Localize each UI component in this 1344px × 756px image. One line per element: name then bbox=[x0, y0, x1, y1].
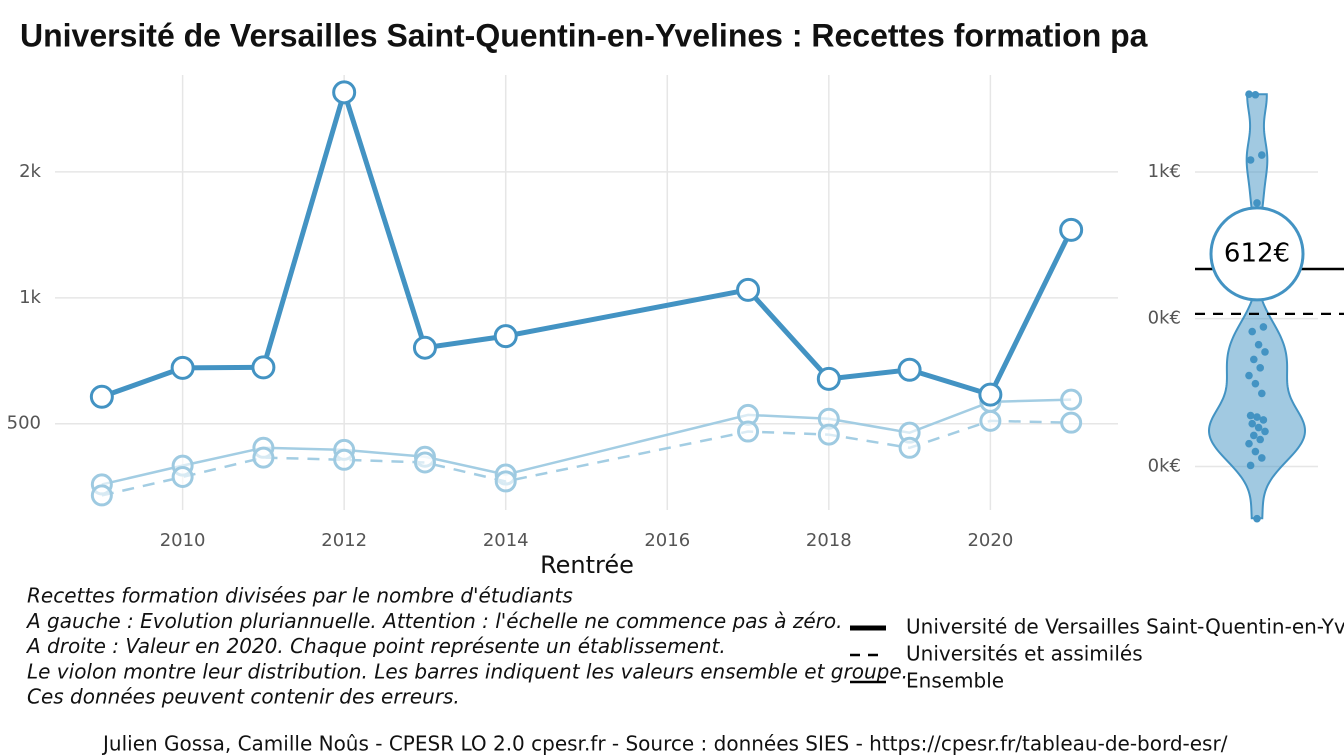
x-tick-label: 2014 bbox=[483, 530, 529, 551]
x-axis-label: Rentrée bbox=[540, 551, 634, 579]
data-point bbox=[1251, 379, 1260, 388]
note: A droite : Valeur en 2020. Chaque point … bbox=[25, 634, 726, 658]
data-point bbox=[1261, 427, 1269, 436]
data-point bbox=[1258, 151, 1266, 159]
data-point bbox=[1246, 156, 1255, 164]
data-point bbox=[1253, 413, 1261, 421]
data-point bbox=[897, 357, 922, 382]
data-point bbox=[1248, 327, 1256, 336]
data-point bbox=[1259, 416, 1268, 424]
data-point bbox=[1251, 447, 1260, 456]
data-point bbox=[1060, 411, 1083, 434]
y-tick-label: 0k€ bbox=[1148, 308, 1181, 329]
data-point bbox=[413, 451, 436, 474]
note: Ces données peuvent contenir des erreurs… bbox=[27, 685, 460, 709]
legend-label: Université de Versailles Saint-Quentin-e… bbox=[906, 615, 1344, 639]
data-point bbox=[1059, 217, 1084, 242]
data-point bbox=[494, 470, 517, 493]
data-point bbox=[1060, 388, 1083, 411]
data-point bbox=[332, 80, 357, 105]
data-point bbox=[978, 382, 1003, 407]
series-line bbox=[101, 83, 1074, 400]
data-point bbox=[817, 423, 840, 446]
y-tick-label: 0k€ bbox=[1148, 455, 1181, 476]
x-tick-label: 2012 bbox=[321, 530, 367, 551]
data-point bbox=[737, 420, 760, 443]
data-point bbox=[1258, 454, 1266, 462]
y-tick-label: 1k bbox=[19, 287, 41, 308]
data-point bbox=[1250, 431, 1258, 440]
data-point bbox=[1254, 423, 1263, 432]
series-line bbox=[101, 419, 1072, 497]
data-point bbox=[1253, 199, 1261, 207]
data-point bbox=[1256, 435, 1264, 444]
data-point bbox=[736, 277, 761, 302]
y-tick-label: 2k bbox=[19, 161, 41, 182]
note: Le violon montre leur distribution. Les … bbox=[27, 659, 908, 683]
y-tick-label: 500 bbox=[7, 413, 41, 434]
note: Recettes formation divisées par le nombr… bbox=[27, 584, 573, 608]
chart-title: Université de Versailles Saint-Quentin-e… bbox=[20, 17, 1148, 53]
data-point bbox=[898, 436, 921, 459]
data-point bbox=[1254, 340, 1263, 349]
data-point bbox=[1245, 439, 1253, 448]
data-point bbox=[170, 355, 195, 380]
legend-label: Universités et assimilés bbox=[906, 642, 1143, 666]
note: A gauche : Evolution pluriannuelle. Atte… bbox=[25, 609, 843, 633]
x-tick-label: 2016 bbox=[644, 530, 690, 551]
data-point bbox=[1246, 411, 1255, 420]
legend-label: Ensemble bbox=[906, 669, 1004, 693]
data-point bbox=[1246, 461, 1255, 470]
series-line bbox=[101, 398, 1072, 486]
x-tick-label: 2018 bbox=[806, 530, 852, 551]
data-point bbox=[979, 409, 1002, 432]
data-point bbox=[333, 448, 356, 471]
data-point bbox=[1259, 323, 1268, 331]
data-point bbox=[1261, 348, 1269, 356]
data-point bbox=[90, 484, 113, 507]
caption: Julien Gossa, Camille Noûs - CPESR LO 2.… bbox=[101, 732, 1228, 756]
data-point bbox=[1258, 389, 1266, 398]
data-point bbox=[1250, 355, 1258, 364]
data-point bbox=[1245, 90, 1253, 99]
data-point bbox=[412, 335, 437, 360]
data-point bbox=[89, 384, 114, 409]
data-point bbox=[1248, 419, 1256, 428]
highlight-point bbox=[1209, 206, 1305, 302]
data-point bbox=[1251, 90, 1260, 99]
data-point bbox=[1245, 371, 1253, 380]
highlight-label: 612€ bbox=[1224, 238, 1290, 268]
data-point bbox=[252, 446, 275, 469]
data-point bbox=[251, 355, 276, 380]
y-tick-label: 1k€ bbox=[1148, 161, 1181, 182]
data-point bbox=[171, 465, 194, 488]
x-tick-label: 2010 bbox=[160, 530, 206, 551]
data-point bbox=[1253, 514, 1261, 523]
x-tick-label: 2020 bbox=[967, 530, 1013, 551]
data-point bbox=[1256, 364, 1264, 372]
data-point bbox=[816, 366, 841, 391]
data-point bbox=[493, 324, 518, 349]
